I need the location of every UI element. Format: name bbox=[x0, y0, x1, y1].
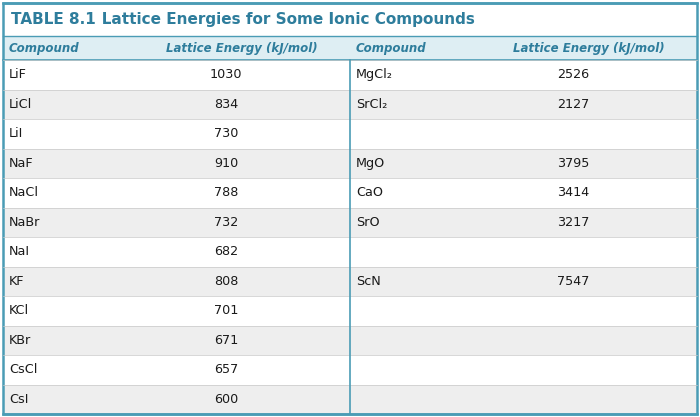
Text: KBr: KBr bbox=[9, 334, 32, 347]
Text: MgO: MgO bbox=[356, 157, 385, 170]
Text: KCl: KCl bbox=[9, 304, 29, 317]
Text: NaI: NaI bbox=[9, 245, 30, 258]
Bar bbox=[3, 60, 350, 90]
Bar bbox=[350, 119, 697, 148]
Text: Compound: Compound bbox=[356, 42, 426, 55]
Text: NaBr: NaBr bbox=[9, 216, 41, 229]
Bar bbox=[3, 178, 350, 208]
Text: 788: 788 bbox=[214, 186, 238, 199]
Text: CsCl: CsCl bbox=[9, 363, 37, 376]
Bar bbox=[350, 296, 697, 326]
Bar bbox=[3, 355, 350, 384]
Bar bbox=[350, 266, 697, 296]
Bar bbox=[350, 60, 697, 90]
Bar bbox=[350, 355, 697, 384]
Text: 834: 834 bbox=[214, 98, 238, 111]
Text: 701: 701 bbox=[214, 304, 238, 317]
Text: Lattice Energy (kJ/mol): Lattice Energy (kJ/mol) bbox=[513, 42, 664, 55]
Bar bbox=[350, 326, 697, 355]
Text: 1030: 1030 bbox=[210, 68, 242, 81]
Bar bbox=[350, 90, 697, 119]
Text: SrCl₂: SrCl₂ bbox=[356, 98, 387, 111]
Text: SrO: SrO bbox=[356, 216, 379, 229]
Text: 910: 910 bbox=[214, 157, 238, 170]
Text: 3217: 3217 bbox=[556, 216, 589, 229]
Bar bbox=[3, 237, 350, 266]
Bar bbox=[350, 384, 697, 414]
Bar bbox=[350, 178, 697, 208]
Bar bbox=[3, 119, 350, 148]
Bar bbox=[3, 326, 350, 355]
Text: 808: 808 bbox=[214, 275, 238, 288]
Text: NaCl: NaCl bbox=[9, 186, 39, 199]
Text: Lattice Energies for Some Ionic Compounds: Lattice Energies for Some Ionic Compound… bbox=[86, 12, 475, 27]
Bar bbox=[3, 3, 697, 36]
Bar bbox=[350, 237, 697, 266]
Bar bbox=[350, 208, 697, 237]
Text: ScN: ScN bbox=[356, 275, 381, 288]
Text: 3795: 3795 bbox=[556, 157, 589, 170]
Text: LiF: LiF bbox=[9, 68, 27, 81]
Text: 7547: 7547 bbox=[556, 275, 589, 288]
Text: NaF: NaF bbox=[9, 157, 34, 170]
Bar bbox=[3, 296, 350, 326]
Text: 732: 732 bbox=[214, 216, 238, 229]
Bar bbox=[3, 266, 350, 296]
Text: CsI: CsI bbox=[9, 393, 29, 406]
Text: LiI: LiI bbox=[9, 127, 23, 140]
Text: 671: 671 bbox=[214, 334, 238, 347]
Bar bbox=[3, 90, 350, 119]
Text: KF: KF bbox=[9, 275, 25, 288]
Bar bbox=[3, 36, 697, 60]
Text: TABLE 8.1: TABLE 8.1 bbox=[11, 12, 96, 27]
Bar bbox=[3, 148, 350, 178]
Text: MgCl₂: MgCl₂ bbox=[356, 68, 393, 81]
Text: 2526: 2526 bbox=[557, 68, 589, 81]
Text: 600: 600 bbox=[214, 393, 238, 406]
Bar bbox=[3, 208, 350, 237]
Text: 657: 657 bbox=[214, 363, 238, 376]
Bar bbox=[3, 384, 350, 414]
Text: LiCl: LiCl bbox=[9, 98, 32, 111]
Text: CaO: CaO bbox=[356, 186, 383, 199]
Text: Lattice Energy (kJ/mol): Lattice Energy (kJ/mol) bbox=[166, 42, 318, 55]
Bar bbox=[350, 148, 697, 178]
Text: 682: 682 bbox=[214, 245, 238, 258]
Text: 730: 730 bbox=[214, 127, 238, 140]
Text: 2127: 2127 bbox=[556, 98, 589, 111]
Text: Compound: Compound bbox=[9, 42, 80, 55]
Text: 3414: 3414 bbox=[556, 186, 589, 199]
